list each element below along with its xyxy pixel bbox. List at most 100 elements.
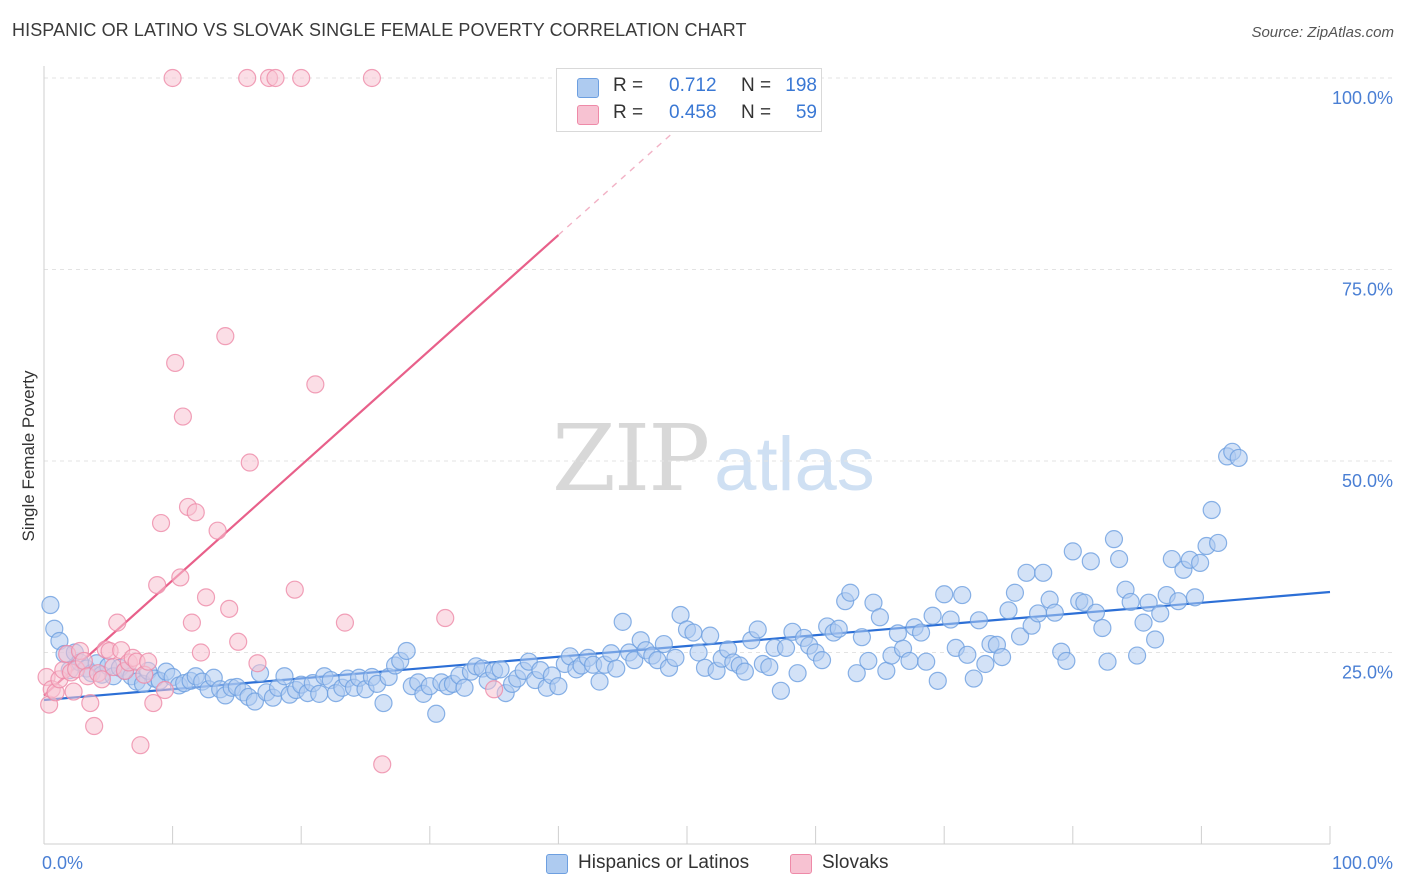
slovak-point — [238, 68, 257, 88]
y-tick-label: 25.0% — [1342, 663, 1393, 683]
hispanic-point — [310, 684, 329, 703]
hispanic-point — [1057, 651, 1076, 671]
slovak-point — [74, 651, 93, 671]
slovak-point — [144, 693, 163, 713]
axes — [43, 66, 1331, 845]
hispanic-point — [1121, 592, 1140, 612]
hispanic-point — [852, 628, 871, 647]
slovak-trend-line — [43, 234, 560, 697]
slovak-point — [163, 68, 182, 88]
hispanic-point — [1191, 553, 1210, 572]
hispanic-point — [771, 681, 790, 700]
hispanic-point — [1010, 627, 1030, 646]
watermark-zip: ZIP — [552, 405, 710, 512]
legend-n-value: 198 — [785, 75, 817, 96]
hispanic-point — [1063, 542, 1082, 561]
hispanic-point — [41, 595, 60, 615]
hispanic-point — [958, 645, 977, 664]
hispanic-point — [625, 651, 644, 670]
watermark: ZIPatlas — [552, 405, 875, 512]
hispanic-point — [1075, 593, 1094, 612]
hispanic-point — [953, 585, 972, 605]
hispanic-point — [1093, 618, 1112, 638]
slovak-point — [335, 613, 355, 632]
hispanic-point — [654, 634, 673, 654]
hispanic-point — [1185, 588, 1205, 607]
slovak-point — [240, 453, 259, 472]
bottom-legend-label: Hispanics or Latinos — [578, 852, 750, 873]
legend-n-label: N = — [741, 75, 772, 96]
slovak-point — [292, 68, 311, 88]
hispanic-point — [1146, 630, 1165, 649]
slovak-point — [248, 654, 267, 673]
slovak-point — [306, 375, 325, 394]
legend-r-label: R = — [613, 102, 644, 123]
hispanic-point — [888, 624, 908, 643]
hispanic-point — [923, 606, 942, 625]
hispanic-point — [455, 678, 474, 697]
legend-r-value: 0.712 — [669, 75, 717, 96]
hispanic-point — [877, 661, 896, 680]
hispanic-point — [1017, 563, 1036, 582]
hispanic-point — [1005, 583, 1025, 602]
hispanic-point — [928, 671, 947, 690]
hispanic-point — [602, 644, 621, 663]
slovak-point — [362, 68, 382, 88]
hispanic-point — [735, 662, 754, 681]
hispanic-point — [1229, 448, 1248, 468]
slovak-point — [171, 568, 190, 587]
hispanic-point — [1104, 530, 1124, 549]
hispanic-point — [941, 610, 960, 629]
hispanic-point — [870, 608, 890, 627]
hispanic-point — [1086, 603, 1106, 622]
bottom-legend-swatch-slovak — [790, 854, 812, 874]
slovak-point — [182, 613, 201, 632]
legend-r-value: 0.458 — [669, 102, 717, 123]
hispanic-point — [549, 677, 568, 696]
y-tick-label: 100.0% — [1332, 88, 1393, 108]
slovak-point — [186, 503, 205, 522]
hispanic-point — [841, 583, 860, 602]
hispanic-point — [1139, 593, 1158, 612]
slovak-point — [139, 652, 158, 671]
slovak-trend-extension — [557, 119, 688, 236]
hispanic-point — [1209, 533, 1228, 553]
hispanic-point — [999, 601, 1018, 620]
hispanic-point — [1169, 592, 1188, 611]
slovak-point — [373, 755, 392, 774]
chart-title: HISPANIC OR LATINO VS SLOVAK SINGLE FEMA… — [12, 20, 747, 40]
hispanic-point — [613, 612, 632, 631]
hispanic-point — [1109, 549, 1129, 569]
hispanic-point — [900, 651, 919, 671]
hispanic-point — [1151, 604, 1170, 623]
slovak-point — [216, 327, 235, 346]
slovak-point — [485, 680, 504, 699]
hispanic-point — [760, 657, 779, 677]
legend-n-value: 59 — [795, 102, 817, 123]
y-tick-label: 75.0% — [1342, 280, 1393, 300]
legend-n-label: N = — [741, 102, 772, 123]
slovak-point — [81, 693, 100, 713]
slovak-point — [191, 643, 210, 662]
slovak-point — [229, 632, 248, 651]
hispanic-point — [992, 647, 1012, 667]
hispanic-point — [607, 659, 626, 678]
hispanic-point — [701, 626, 720, 645]
hispanic-point — [1081, 552, 1100, 571]
legend-swatch-slovak — [577, 105, 599, 125]
data-points — [37, 68, 1248, 774]
slovak-point — [436, 608, 455, 628]
hispanic-point — [666, 648, 685, 667]
slovak-point — [266, 68, 285, 88]
hispanic-point — [374, 693, 393, 713]
source-label: Source: ZipAtlas.com — [1251, 24, 1394, 41]
slovak-point — [85, 716, 104, 736]
hispanic-point — [397, 641, 416, 661]
slovak-point — [64, 682, 83, 701]
hispanic-point — [689, 643, 708, 662]
hispanic-point — [1034, 563, 1053, 582]
slovak-point — [166, 353, 185, 373]
slovak-point — [131, 736, 150, 755]
slovak-point — [208, 521, 227, 540]
